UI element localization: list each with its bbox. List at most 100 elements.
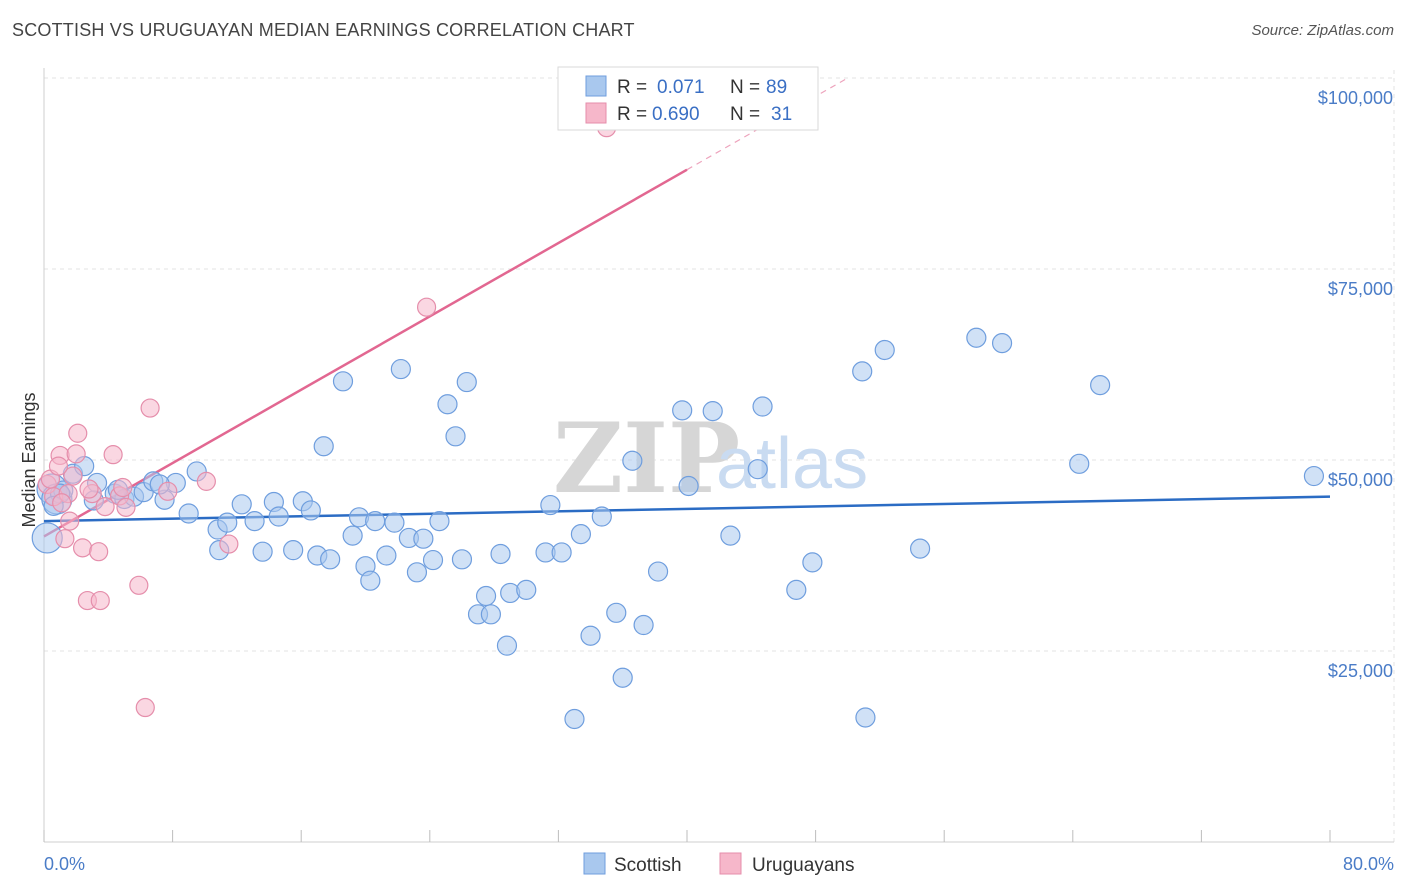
point-scottish [570, 524, 592, 545]
point-scottish [268, 506, 289, 527]
point-uruguayan [63, 466, 83, 486]
point-scottish [413, 528, 434, 549]
point-uruguayan [48, 456, 69, 476]
axes [43, 68, 1394, 843]
x-tick-label-max: 80.0% [1343, 854, 1394, 874]
point-scottish [874, 339, 895, 361]
watermark-zip: ZIP [553, 402, 740, 515]
point-scottish [591, 506, 612, 527]
legend-scottish-n-label: N = [730, 77, 760, 98]
point-scottish [1303, 465, 1325, 487]
point-scottish [551, 542, 572, 563]
legend-uruguayan-n-value: 31 [771, 104, 792, 125]
bottom-legend-scottish: Scottish [614, 855, 682, 876]
legend-uruguayan-r-label: R = [617, 104, 647, 125]
point-uruguayan [416, 297, 437, 317]
point-scottish [480, 604, 501, 625]
y-tick-labels: $25,000 $50,000 $75,000 $100,000 [1318, 88, 1393, 681]
y-tick-label: $100,000 [1318, 88, 1393, 108]
point-scottish [647, 561, 669, 582]
point-uruguayan [219, 534, 239, 554]
point-scottish [429, 511, 450, 532]
point-scottish [406, 562, 428, 583]
point-scottish [564, 708, 585, 730]
watermark-atlas: atlas [716, 424, 868, 504]
point-uruguayan [158, 481, 178, 501]
point-scottish [376, 545, 397, 566]
point-scottish [678, 475, 699, 497]
point-scottish [384, 512, 405, 533]
point-scottish [612, 667, 633, 688]
point-scottish [752, 396, 773, 417]
point-uruguayan [52, 493, 72, 513]
point-scottish [802, 552, 823, 573]
point-uruguayan [196, 471, 216, 491]
point-scottish [1090, 375, 1111, 396]
bottom-legend-uruguayan: Uruguayans [752, 855, 854, 876]
point-scottish [1069, 453, 1090, 474]
point-scottish [966, 327, 987, 348]
point-scottish [606, 602, 627, 623]
point-scottish [332, 371, 354, 392]
point-scottish [283, 540, 304, 561]
point-scottish [422, 549, 444, 571]
point-scottish [991, 333, 1013, 354]
point-scottish [672, 400, 693, 421]
point-uruguayan [55, 529, 75, 549]
data-points [31, 118, 1325, 730]
point-uruguayan [68, 423, 88, 443]
source-credit: Source: ZipAtlas.com [1251, 22, 1394, 39]
point-scottish [490, 543, 511, 565]
point-scottish [231, 494, 252, 515]
y-tick-label: $25,000 [1328, 661, 1393, 681]
point-scottish [217, 512, 238, 533]
point-uruguayan [90, 590, 110, 611]
watermark: ZIP atlas [553, 402, 868, 515]
point-scottish [456, 371, 477, 393]
point-scottish [445, 426, 466, 447]
series-legend: Scottish Uruguayans [583, 852, 854, 876]
point-scottish [244, 511, 265, 532]
point-scottish [786, 579, 807, 600]
point-scottish [390, 358, 411, 380]
legend-swatch-scottish [585, 75, 607, 97]
bottom-legend-swatch-scottish [583, 852, 606, 875]
point-scottish [360, 570, 381, 591]
point-scottish [365, 511, 386, 532]
point-scottish [909, 538, 931, 559]
point-scottish [313, 436, 334, 457]
point-scottish [342, 525, 363, 546]
point-scottish [451, 549, 473, 570]
point-uruguayan [72, 538, 93, 558]
point-scottish [516, 579, 537, 600]
point-scottish [633, 614, 654, 636]
point-uruguayan [79, 479, 99, 499]
point-scottish [855, 707, 876, 728]
point-scottish [437, 394, 458, 415]
point-uruguayan [89, 542, 109, 562]
point-scottish [496, 635, 518, 656]
point-uruguayan [135, 697, 155, 718]
point-scottish [747, 459, 768, 480]
legend-scottish-n-value: 89 [766, 77, 787, 98]
legend-scottish-r-label: R = [617, 77, 647, 98]
y-tick-label: $50,000 [1328, 470, 1393, 490]
y-tick-label: $75,000 [1328, 279, 1393, 299]
correlation-legend: R = 0.071 N = 89 R = 0.690 N = 31 [557, 66, 819, 131]
y-axis-label: Median Earnings [19, 392, 39, 527]
point-scottish [622, 450, 643, 471]
point-scottish [702, 401, 723, 422]
chart-title: SCOTTISH VS URUGUAYAN MEDIAN EARNINGS CO… [12, 20, 635, 40]
point-uruguayan [95, 497, 115, 517]
point-uruguayan [116, 497, 136, 517]
point-scottish [300, 500, 321, 521]
point-uruguayan [60, 511, 80, 531]
point-scottish [720, 525, 741, 546]
point-scottish [540, 494, 561, 516]
legend-uruguayan-r-value: 0.690 [652, 104, 700, 125]
point-scottish [320, 549, 341, 570]
point-uruguayan [103, 445, 123, 465]
legend-swatch-uruguayan [585, 102, 607, 124]
bottom-legend-swatch-uruguayan [719, 852, 742, 875]
